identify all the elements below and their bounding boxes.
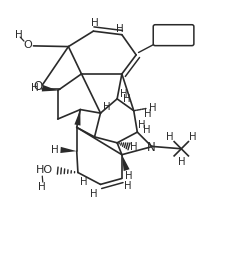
- Text: H: H: [103, 102, 110, 112]
- Polygon shape: [74, 109, 81, 126]
- Text: H: H: [15, 30, 22, 40]
- Text: H: H: [80, 178, 88, 187]
- Text: N: N: [147, 141, 156, 154]
- FancyBboxPatch shape: [153, 25, 194, 46]
- Text: O: O: [24, 40, 33, 50]
- Text: H: H: [123, 94, 130, 104]
- Text: H: H: [144, 109, 151, 119]
- Text: H: H: [51, 145, 59, 155]
- Text: H: H: [31, 83, 39, 93]
- Polygon shape: [42, 85, 58, 91]
- Text: H: H: [91, 18, 98, 28]
- Text: H: H: [189, 132, 196, 142]
- Text: H: H: [116, 24, 123, 34]
- Text: H: H: [166, 132, 174, 142]
- Text: H: H: [125, 171, 133, 180]
- Text: HO: HO: [36, 165, 53, 175]
- Text: H: H: [178, 157, 186, 167]
- Text: H: H: [120, 89, 128, 99]
- Text: H: H: [149, 103, 157, 113]
- Text: O: O: [33, 80, 42, 94]
- Polygon shape: [60, 147, 77, 153]
- Text: Abs: Abs: [163, 28, 185, 41]
- Text: H: H: [90, 189, 97, 199]
- Text: H: H: [130, 142, 138, 152]
- Text: H: H: [138, 120, 146, 130]
- Text: H: H: [38, 182, 46, 192]
- Polygon shape: [122, 155, 130, 171]
- Text: H: H: [124, 181, 131, 191]
- Text: H: H: [143, 125, 151, 135]
